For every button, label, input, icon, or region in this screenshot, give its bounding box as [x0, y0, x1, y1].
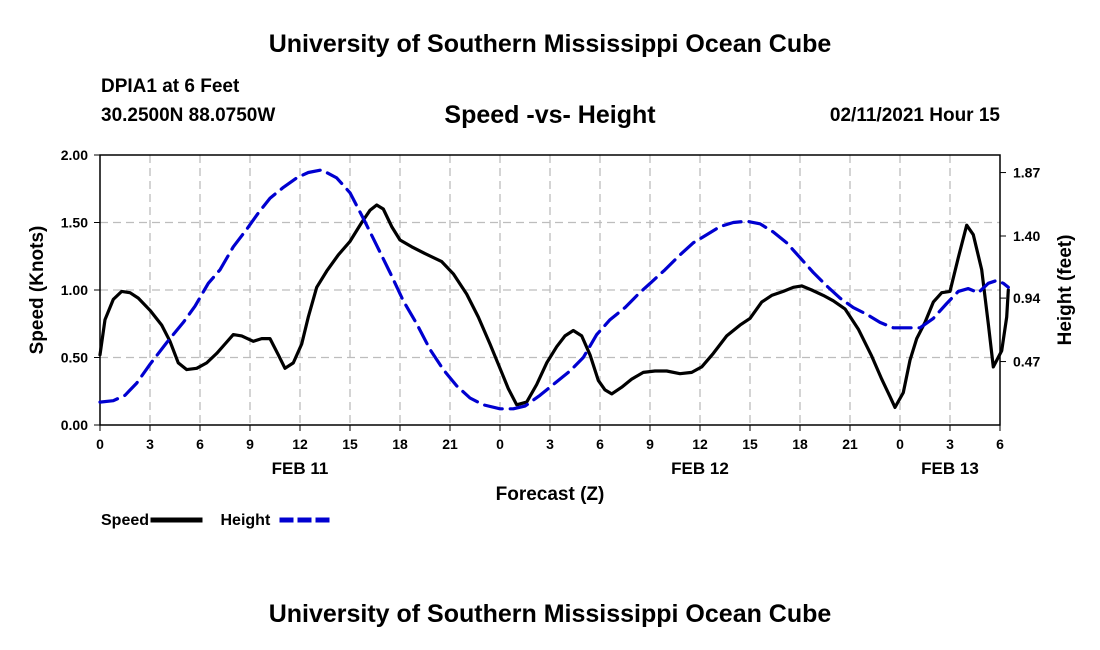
chart-subtitle: Speed -vs- Height: [444, 101, 656, 129]
forecast-datetime: 02/11/2021 Hour 15: [829, 105, 1000, 126]
x-tick-label: 12: [692, 436, 708, 452]
x-tick-label: 3: [146, 436, 154, 452]
y-tick-label: 0.50: [61, 350, 88, 366]
x-tick-label: 21: [842, 436, 858, 452]
legend: Speed Height: [101, 512, 332, 529]
series-line-height: [98, 168, 1010, 411]
x-tick-label: 0: [496, 436, 504, 452]
series-line-speed: [98, 203, 1010, 409]
y-tick-label: 0.00: [61, 417, 88, 433]
y-tick-label: 1.00: [61, 282, 88, 298]
x-tick-label: 15: [342, 436, 358, 452]
y-tick-label: 1.50: [61, 215, 88, 231]
x-tick-label: 0: [896, 436, 904, 452]
x-tick-label: 15: [742, 436, 758, 452]
chart-title-main: University of Southern Mississippi Ocean…: [268, 30, 832, 58]
y2-tick-label: 0.47: [1013, 354, 1040, 370]
x-tick-label: 6: [996, 436, 1004, 452]
y2-tick-label: 0.94: [1013, 290, 1040, 306]
x-tick-label: 21: [442, 436, 458, 452]
y-tick-label: 2.00: [61, 147, 88, 163]
y-axis-label-speed: Speed (Knots): [27, 226, 48, 355]
date-label: FEB 12: [671, 459, 729, 478]
plot-frame: [99, 154, 1001, 426]
x-axis-label: Forecast (Z): [496, 484, 605, 505]
date-label: FEB 13: [921, 459, 979, 478]
y2-tick-label: 1.87: [1013, 165, 1040, 181]
x-tick-label: 6: [196, 436, 204, 452]
chart-title-footer: University of Southern Mississippi Ocean…: [268, 600, 832, 628]
date-label: FEB 11: [272, 459, 329, 478]
y2-tick-label: 1.40: [1013, 228, 1040, 244]
x-tick-label: 9: [246, 436, 254, 452]
station-name: DPIA1 at 6 Feet: [101, 76, 240, 97]
x-tick-label: 3: [546, 436, 554, 452]
x-tick-label: 6: [596, 436, 604, 452]
legend-label-speed: Speed: [101, 512, 149, 529]
y-axis-label-height: Height (feet): [1055, 235, 1076, 346]
x-tick-label: 18: [792, 436, 808, 452]
x-tick-label: 12: [292, 436, 308, 452]
x-tick-label: 9: [646, 436, 654, 452]
x-tick-label: 18: [392, 436, 408, 452]
x-tick-label: 3: [946, 436, 954, 452]
x-tick-label: 0: [96, 436, 104, 452]
legend-label-height: Height: [221, 512, 271, 529]
station-coords: 30.2500N 88.0750W: [101, 105, 276, 126]
